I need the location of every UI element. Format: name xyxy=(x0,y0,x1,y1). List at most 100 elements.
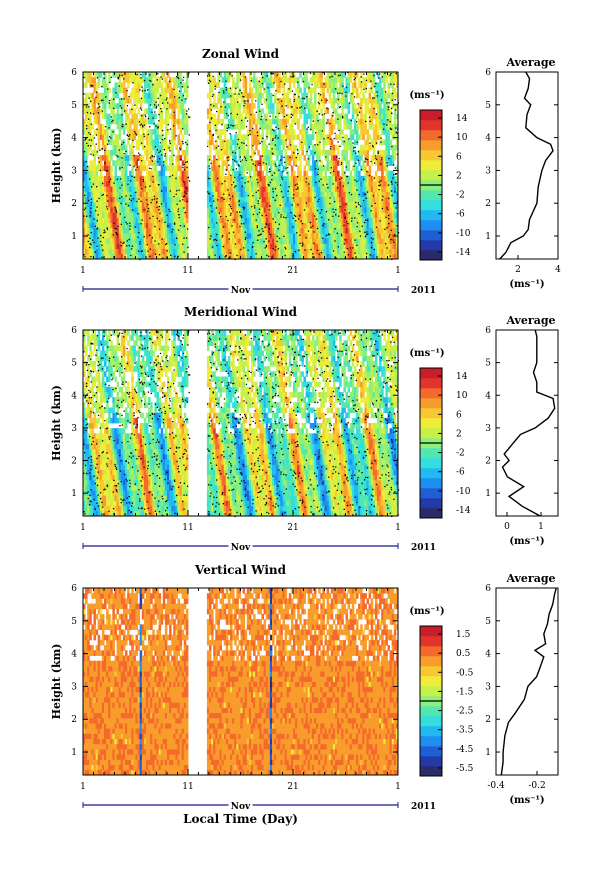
heatmap-cell xyxy=(383,155,386,161)
heatmap-cell xyxy=(360,108,363,114)
heatmap-cell xyxy=(309,92,313,99)
heatmap-cell xyxy=(219,144,222,151)
heatmap-cell xyxy=(234,113,237,120)
heatmap-cell xyxy=(131,92,134,99)
heatmap-cell xyxy=(206,238,210,244)
contour-dot xyxy=(183,181,185,183)
heatmap-cell xyxy=(330,222,334,229)
heatmap-cell xyxy=(297,92,300,99)
heatmap-cell xyxy=(240,97,243,104)
heatmap-cell xyxy=(150,222,153,229)
contour-dot xyxy=(305,181,307,183)
heatmap-cell xyxy=(276,243,279,250)
heatmap-cell xyxy=(360,222,363,229)
heatmap-cell xyxy=(332,207,336,213)
heatmap-cell xyxy=(341,207,344,213)
heatmap-cell xyxy=(280,186,283,192)
contour-dot xyxy=(280,100,283,102)
heatmap-cell xyxy=(265,186,269,192)
contour-dot xyxy=(169,190,171,192)
heatmap-cell xyxy=(368,97,372,104)
contour-dot xyxy=(252,213,255,216)
heatmap-cell xyxy=(385,77,388,83)
heatmap-cell xyxy=(116,233,120,239)
heatmap-cell xyxy=(290,108,294,114)
heatmap-cell xyxy=(311,227,315,234)
heatmap-cell xyxy=(97,77,101,83)
heatmap-cell xyxy=(326,155,330,161)
contour-dot xyxy=(387,184,390,186)
heatmap-cell xyxy=(152,113,155,120)
heatmap-cell xyxy=(290,248,294,255)
heatmap-cell xyxy=(253,149,256,156)
contour-dot xyxy=(249,176,252,178)
heatmap-cell xyxy=(227,139,231,146)
heatmap-cell xyxy=(91,77,94,83)
heatmap-cell xyxy=(351,186,355,192)
heatmap-cell xyxy=(349,243,353,250)
heatmap-cell xyxy=(280,227,283,234)
heatmap-cell xyxy=(164,248,168,255)
contour-dot xyxy=(233,181,235,183)
heatmap-cell xyxy=(148,92,151,99)
heatmap-cell xyxy=(227,186,231,192)
contour-dot xyxy=(225,80,227,82)
heatmap-cell xyxy=(391,212,395,218)
heatmap-cell xyxy=(299,139,302,146)
heatmap-cell xyxy=(232,238,235,244)
heatmap-cell xyxy=(322,129,325,135)
heatmap-cell xyxy=(162,87,166,94)
heatmap-cell xyxy=(110,134,113,140)
heatmap-cell xyxy=(99,181,103,187)
contour-dot xyxy=(116,178,119,180)
heatmap-cell xyxy=(387,129,390,135)
heatmap-cell xyxy=(272,201,275,208)
heatmap-cell xyxy=(276,134,279,140)
heatmap-cell xyxy=(127,238,130,244)
heatmap-cell xyxy=(87,233,90,239)
heatmap-cell xyxy=(143,123,147,130)
heatmap-cell xyxy=(95,201,99,208)
heatmap-cell xyxy=(230,253,233,260)
contour-dot xyxy=(127,183,129,185)
heatmap-cell xyxy=(251,129,254,135)
heatmap-cell xyxy=(267,108,271,114)
heatmap-cell xyxy=(185,92,189,99)
heatmap-cell xyxy=(234,248,237,255)
contour-dot xyxy=(150,201,152,204)
heatmap-cell xyxy=(106,186,109,192)
heatmap-cell xyxy=(104,165,107,172)
heatmap-cell xyxy=(370,222,374,229)
heatmap-cell xyxy=(374,92,378,99)
heatmap-cell xyxy=(232,207,235,213)
heatmap-cell xyxy=(377,129,380,135)
heatmap-cell xyxy=(106,233,109,239)
heatmap-cell xyxy=(332,201,336,208)
heatmap-cell xyxy=(236,217,239,224)
heatmap-cell xyxy=(209,207,212,213)
heatmap-cell xyxy=(120,248,124,255)
contour-dot xyxy=(247,100,249,102)
heatmap-cell xyxy=(280,217,283,224)
heatmap-cell xyxy=(248,77,252,83)
contour-dot xyxy=(83,208,86,211)
heatmap-cell xyxy=(112,238,115,244)
heatmap-cell xyxy=(146,238,149,244)
heatmap-cell xyxy=(322,227,325,234)
heatmap-cell xyxy=(274,217,277,224)
heatmap-cell xyxy=(387,123,390,130)
contour-dot xyxy=(98,161,100,163)
contour-dot xyxy=(219,80,221,82)
heatmap-cell xyxy=(341,87,344,94)
heatmap-cell xyxy=(127,118,130,125)
heatmap-cell xyxy=(118,248,122,255)
contour-dot xyxy=(378,77,380,79)
heatmap-cell xyxy=(104,72,107,78)
heatmap-cell xyxy=(347,160,351,166)
heatmap-cell xyxy=(335,165,338,172)
heatmap-cell xyxy=(219,253,222,260)
heatmap-cell xyxy=(293,238,296,244)
heatmap-cell xyxy=(316,144,319,151)
heatmap-cell xyxy=(139,238,143,244)
heatmap-cell xyxy=(324,181,327,187)
